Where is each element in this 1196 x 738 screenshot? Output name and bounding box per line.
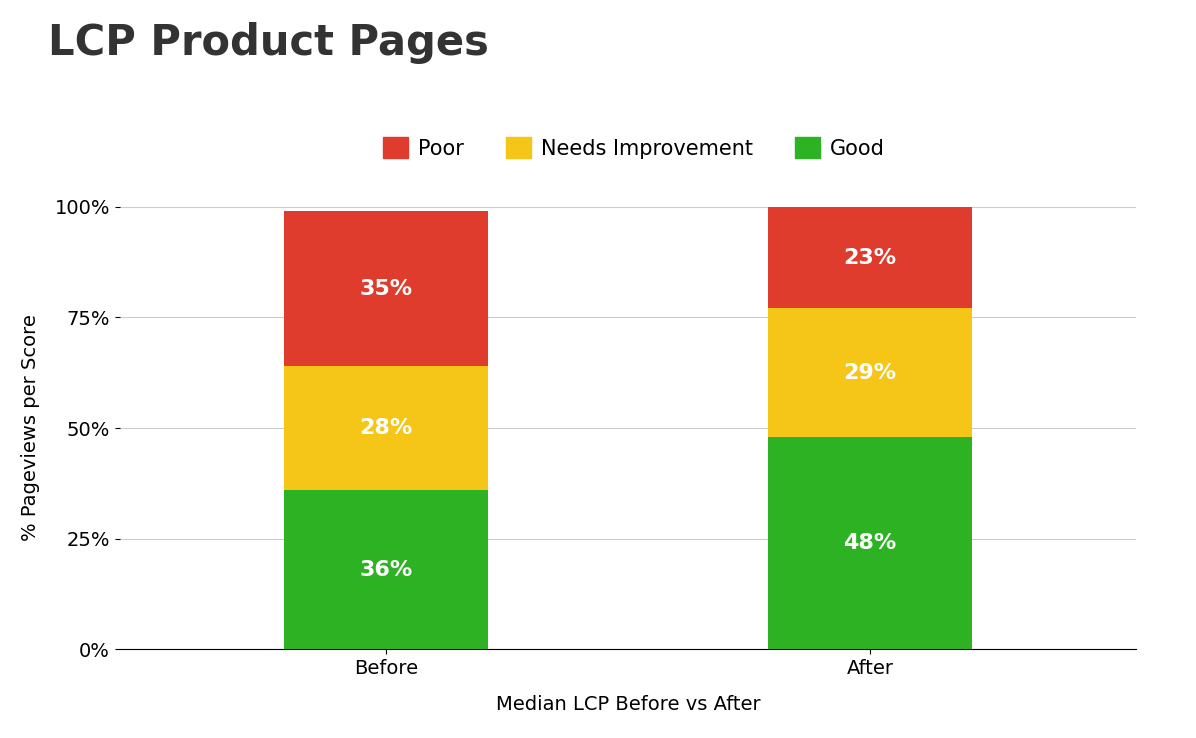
Text: 28%: 28% (359, 418, 413, 438)
Bar (285, 366, 488, 490)
Bar (285, 490, 488, 649)
Bar (768, 308, 971, 437)
Bar (768, 207, 971, 308)
Bar (285, 211, 488, 366)
Legend: Poor, Needs Improvement, Good: Poor, Needs Improvement, Good (374, 128, 893, 167)
X-axis label: Median LCP Before vs After: Median LCP Before vs After (495, 695, 761, 714)
Text: 36%: 36% (359, 559, 413, 580)
Bar (768, 437, 971, 649)
Text: 29%: 29% (843, 362, 897, 383)
Text: 48%: 48% (843, 533, 897, 554)
Text: 35%: 35% (359, 278, 413, 299)
Text: LCP Product Pages: LCP Product Pages (48, 22, 489, 64)
Text: 23%: 23% (843, 247, 897, 268)
Y-axis label: % Pageviews per Score: % Pageviews per Score (22, 314, 41, 542)
